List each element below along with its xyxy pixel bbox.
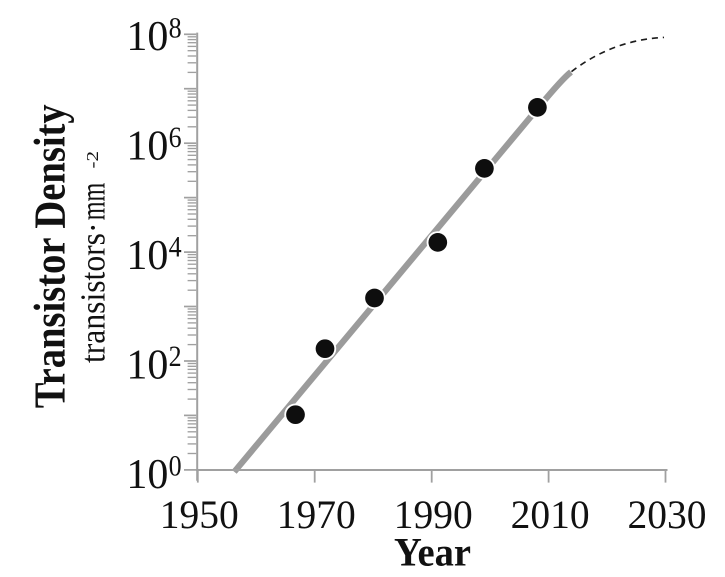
svg-text:10: 10 — [126, 343, 168, 389]
svg-text:Transistor Density: Transistor Density — [26, 104, 75, 408]
svg-text:transistors·: transistors· — [74, 223, 113, 364]
svg-text:10: 10 — [126, 124, 168, 170]
svg-text:10: 10 — [126, 452, 168, 498]
svg-text:0: 0 — [169, 450, 182, 482]
svg-text:Year: Year — [394, 530, 471, 575]
svg-text:-2: -2 — [83, 151, 102, 169]
svg-text:2010: 2010 — [511, 492, 590, 537]
svg-text:mm: mm — [74, 183, 113, 221]
svg-text:4: 4 — [169, 232, 182, 264]
svg-text:2030: 2030 — [628, 492, 707, 537]
svg-text:1950: 1950 — [160, 492, 239, 537]
svg-text:10: 10 — [126, 233, 168, 279]
svg-text:2: 2 — [169, 341, 182, 373]
svg-text:1970: 1970 — [277, 492, 356, 537]
svg-text:6: 6 — [169, 122, 182, 154]
svg-text:1990: 1990 — [394, 492, 473, 537]
svg-text:10: 10 — [126, 14, 168, 60]
svg-text:8: 8 — [169, 13, 182, 45]
